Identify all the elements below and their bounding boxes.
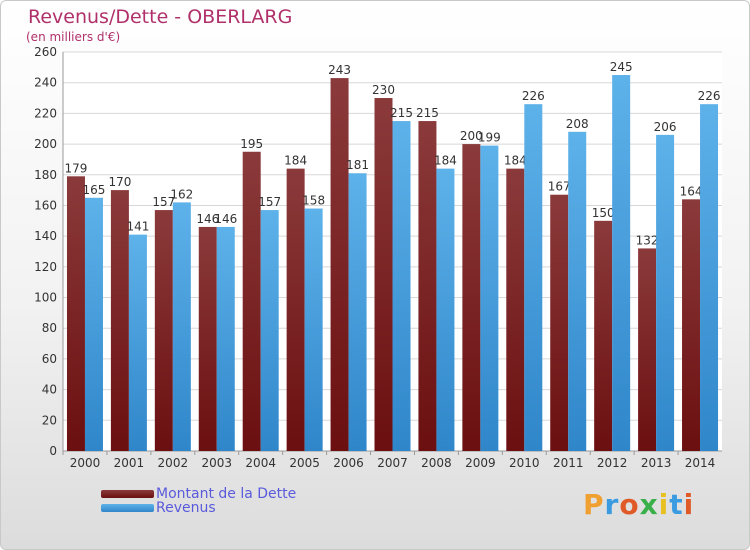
bar-revenue [524, 104, 543, 451]
data-label-debt: 167 [548, 180, 571, 194]
data-label-debt: 179 [65, 161, 88, 175]
data-label-revenue: 245 [610, 60, 633, 74]
bar-debt [286, 168, 305, 451]
x-tick-label: 2010 [509, 456, 540, 470]
bar-revenue [260, 210, 279, 451]
bar-debt [66, 176, 85, 452]
x-tick-label: 2001 [114, 456, 145, 470]
bar-revenue [392, 121, 411, 452]
data-label-revenue: 226 [698, 89, 721, 103]
data-label-debt: 170 [108, 175, 131, 189]
y-tick-label: 20 [42, 413, 57, 427]
bar-revenue [348, 173, 367, 451]
data-label-revenue: 158 [302, 194, 325, 208]
data-label-debt: 132 [636, 233, 659, 247]
data-label-debt: 184 [504, 154, 527, 168]
x-tick-label: 2008 [421, 456, 452, 470]
data-label-revenue: 165 [83, 183, 106, 197]
y-tick-label: 120 [34, 260, 57, 274]
y-tick-label: 160 [34, 198, 57, 212]
chart-subtitle: (en milliers d'€) [26, 30, 121, 44]
bar-revenue [304, 208, 323, 451]
bar-revenue [612, 75, 631, 452]
data-label-debt: 164 [680, 184, 703, 198]
legend-label-debt: Montant de la Dette [156, 486, 297, 502]
data-label-revenue: 181 [346, 158, 369, 172]
y-tick-label: 260 [34, 45, 57, 59]
data-label-revenue: 184 [434, 154, 457, 168]
legend-swatch-debt [101, 490, 154, 498]
data-label-revenue: 199 [478, 131, 501, 145]
bar-debt [594, 220, 613, 451]
y-tick-label: 220 [34, 106, 57, 120]
bar-revenue [128, 234, 147, 451]
data-label-revenue: 226 [522, 89, 545, 103]
data-label-revenue: 208 [566, 117, 589, 131]
bar-revenue [436, 168, 455, 451]
x-tick-label: 2014 [685, 456, 716, 470]
bar-revenue [656, 134, 675, 451]
bar-revenue [216, 226, 235, 451]
data-label-debt: 243 [328, 63, 351, 77]
data-label-debt: 230 [372, 83, 395, 97]
bar-debt [154, 210, 173, 451]
x-tick-label: 2002 [158, 456, 189, 470]
bar-debt [638, 248, 657, 451]
bar-debt [110, 190, 129, 451]
x-tick-label: 2007 [377, 456, 408, 470]
x-tick-label: 2006 [333, 456, 364, 470]
y-tick-label: 0 [49, 444, 57, 458]
x-tick-label: 2009 [465, 456, 496, 470]
proxiti-logo: Proxiti [583, 488, 695, 521]
data-label-debt: 150 [592, 206, 615, 220]
data-label-revenue: 206 [654, 120, 677, 134]
bar-revenue [480, 145, 499, 451]
legend-label-revenue: Revenus [156, 500, 216, 516]
x-tick-label: 2013 [641, 456, 672, 470]
bar-debt [550, 194, 569, 451]
bar-debt [462, 144, 481, 452]
data-label-debt: 195 [240, 137, 263, 151]
bar-revenue [84, 197, 103, 451]
y-tick-label: 60 [42, 352, 57, 366]
x-tick-label: 2005 [289, 456, 320, 470]
bar-debt [242, 151, 261, 451]
data-label-revenue: 215 [390, 106, 413, 120]
y-tick-label: 40 [42, 383, 57, 397]
x-tick-label: 2003 [201, 456, 232, 470]
data-label-debt: 200 [460, 129, 483, 143]
bar-debt [330, 78, 349, 451]
data-label-debt: 146 [196, 212, 219, 226]
bar-revenue [568, 131, 587, 452]
x-tick-label: 2012 [597, 456, 628, 470]
legend-swatch-revenue [101, 504, 154, 512]
bar-debt [418, 121, 437, 452]
data-label-debt: 215 [416, 106, 439, 120]
x-tick-label: 2004 [245, 456, 276, 470]
y-tick-label: 180 [34, 168, 57, 182]
bar-debt [682, 199, 701, 451]
data-label-revenue: 157 [258, 195, 281, 209]
y-tick-label: 200 [34, 137, 57, 151]
data-label-debt: 184 [284, 154, 307, 168]
x-tick-label: 2011 [553, 456, 584, 470]
y-tick-label: 80 [42, 321, 57, 335]
bar-revenue [172, 202, 191, 451]
data-label-revenue: 162 [170, 187, 193, 201]
y-tick-label: 240 [34, 76, 57, 90]
chart-title: Revenus/Dette - OBERLARG [28, 6, 293, 28]
x-tick-label: 2000 [70, 456, 101, 470]
y-tick-label: 100 [34, 291, 57, 305]
bar-debt [374, 98, 393, 452]
data-label-debt: 157 [152, 195, 175, 209]
bar-revenue [700, 104, 719, 451]
data-label-revenue: 141 [126, 220, 149, 234]
bar-debt [506, 168, 525, 451]
bar-debt [198, 226, 217, 451]
y-tick-label: 140 [34, 229, 57, 243]
data-label-revenue: 146 [214, 212, 237, 226]
